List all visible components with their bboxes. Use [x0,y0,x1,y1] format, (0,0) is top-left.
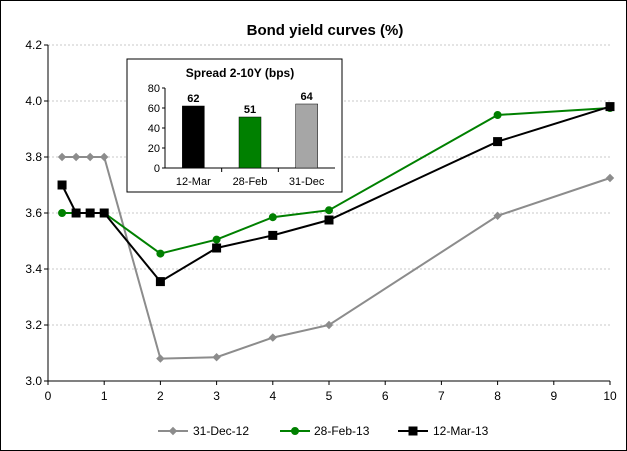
x-tick-label: 1 [101,389,108,403]
x-tick-labels: 0 1 2 3 4 5 6 7 8 9 10 [45,389,617,403]
legend-marker [291,427,299,435]
data-point [493,137,503,147]
y-tick-label: 3.2 [25,318,42,332]
data-point [156,249,165,258]
y-tick-label: 3.8 [25,150,42,164]
y-tick-labels: 3.0 3.2 3.4 3.6 3.8 4.0 4.2 [25,38,42,388]
legend-marker [168,426,178,436]
series-line [62,156,611,360]
data-point [268,333,278,342]
inset-bar [238,116,262,169]
series-lines [57,102,615,363]
data-point [212,352,221,362]
y-tick-label: 3.6 [25,206,42,220]
inset-bar-value-label: 51 [244,104,256,116]
inset-y-tick-label: 20 [148,143,160,155]
spread-inset-chart: Spread 2-10Y (bps) 0 20 40 60 80 62 12-Mar 51 2… [126,58,343,193]
x-tick-label: 3 [213,389,220,403]
y-tick-label: 3.0 [25,374,42,388]
data-point [212,243,222,253]
data-point [493,211,502,221]
legend-label: 12-Mar-13 [433,424,489,438]
legend-label: 28-Feb-13 [314,424,370,438]
x-tick-label: 10 [603,389,617,403]
data-point [324,320,334,330]
x-tick-label: 8 [494,389,501,403]
inset-y-tick-label: 40 [148,123,160,135]
data-point [58,209,67,217]
legend: 31-Dec-12 28-Feb-13 12-Mar-13 [158,424,489,438]
data-point [99,208,109,218]
x-tick-label: 7 [438,389,445,403]
data-point [99,152,109,162]
data-point [605,173,615,183]
inset-bar-value-label: 64 [301,91,314,103]
data-point [57,152,67,162]
x-tick-label: 6 [382,389,389,403]
x-tick-label: 5 [326,389,333,403]
x-tick-label: 9 [550,389,557,403]
inset-bar-value-label: 62 [187,93,199,105]
x-tick-label: 2 [157,389,164,403]
chart-title: Bond yield curves (%) [247,22,404,39]
data-point [605,102,615,112]
series-12-mar-13 [57,102,615,287]
data-point [57,180,67,190]
data-point [71,208,81,218]
inset-y-tick-label: 60 [148,103,160,115]
legend-item: 28-Feb-13 [280,424,370,438]
series-31-dec-12 [57,152,615,363]
x-tick-label: 4 [269,389,276,403]
data-point [85,208,95,218]
legend-item: 12-Mar-13 [398,424,489,438]
data-point [325,206,333,215]
data-point [85,152,95,162]
inset-bar [295,103,318,169]
legend-item: 31-Dec-12 [158,424,249,438]
data-point [268,230,278,240]
inset-title: Spread 2-10Y (bps) [186,66,294,80]
y-tick-label: 4.0 [25,94,42,108]
inset-category-label: 28-Feb [233,176,268,188]
data-point [324,215,334,225]
data-point [156,354,165,363]
inset-y-tick-label: 0 [154,163,160,175]
axes [44,44,611,385]
data-point [155,277,165,287]
y-tick-label: 4.2 [25,38,42,52]
inset-category-label: 12-Mar [176,176,211,188]
series-line [61,105,611,283]
inset-bars: 62 12-Mar 51 28-Feb 64 31-Dec [176,91,325,188]
legend-label: 31-Dec-12 [193,424,249,438]
inset-y-tick-label: 80 [148,83,160,95]
inset-bar [182,105,205,169]
data-point [493,111,502,119]
y-tick-label: 3.4 [25,262,42,276]
data-point [268,213,277,222]
x-tick-label: 0 [45,389,52,403]
data-point [212,235,221,244]
inset-category-label: 31-Dec [289,176,325,188]
legend-marker [408,426,418,436]
data-point [71,152,81,162]
